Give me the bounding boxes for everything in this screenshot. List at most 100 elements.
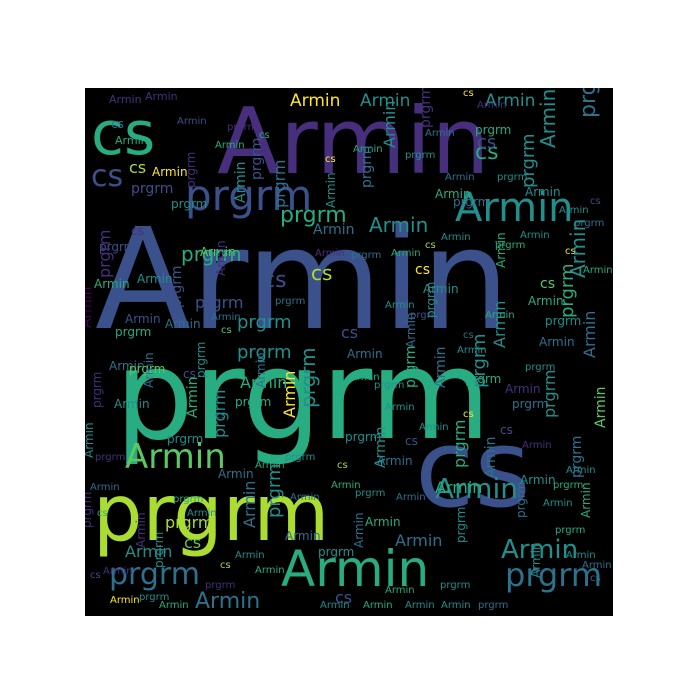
- word-cloud-word: cs: [184, 533, 201, 552]
- word-cloud-word: Armin: [520, 230, 550, 241]
- word-cloud-word: Armin: [435, 472, 518, 505]
- word-cloud-word: prgrm: [227, 122, 257, 133]
- word-cloud-word: Armin: [380, 101, 399, 148]
- word-cloud-word: Armin: [315, 248, 345, 259]
- word-cloud-word: Armin: [385, 585, 415, 596]
- word-cloud-word: Armin: [142, 352, 156, 388]
- word-cloud-word: prgrm: [540, 370, 559, 419]
- word-cloud-word: prgrm: [270, 160, 289, 209]
- word-cloud-word: Armin: [566, 465, 596, 476]
- word-cloud-word: Armin: [405, 600, 435, 611]
- word-cloud-word: Armin: [290, 492, 320, 503]
- word-cloud-word: prgrm: [495, 240, 525, 251]
- word-cloud-word: prgrm: [99, 240, 135, 254]
- word-cloud-word: Armin: [525, 185, 561, 199]
- word-cloud-word: cs: [131, 224, 144, 238]
- word-cloud-word: Armin: [215, 140, 245, 151]
- word-cloud-word: Armin: [457, 345, 487, 356]
- word-cloud-word: Armin: [566, 219, 590, 278]
- word-cloud-word: Armin: [185, 377, 201, 419]
- word-cloud-word: prgrm: [184, 152, 198, 188]
- word-cloud-word: Armin: [254, 352, 268, 388]
- word-cloud-word: prgrm: [405, 150, 435, 161]
- word-cloud-word: cs: [111, 117, 124, 131]
- word-cloud-word: cs: [415, 262, 430, 278]
- word-cloud-word: Armin: [520, 473, 556, 487]
- word-cloud-word: Armin: [109, 93, 142, 106]
- word-cloud-word: cs: [259, 130, 270, 141]
- word-cloud-word: Armin: [103, 566, 133, 577]
- word-cloud-word: prgrm: [165, 513, 214, 532]
- word-cloud-word: prgrm: [576, 88, 601, 118]
- word-cloud-word: Armin: [165, 317, 201, 331]
- word-cloud-word: cs: [405, 434, 418, 448]
- word-cloud-word: cs: [221, 325, 232, 336]
- word-cloud-word: prgrm: [525, 362, 555, 373]
- word-cloud-word: prgrm: [318, 545, 354, 559]
- word-cloud-word: Armin: [435, 478, 482, 497]
- word-cloud-word: Armin: [369, 213, 428, 237]
- word-cloud-word: prgrm: [169, 266, 185, 308]
- word-cloud-word: Armin: [455, 185, 574, 231]
- word-cloud-word: Armin: [539, 335, 575, 349]
- word-cloud-word: Armin: [255, 565, 285, 576]
- word-cloud-word: prgrm: [553, 480, 583, 491]
- word-cloud-word: Armin: [94, 277, 130, 291]
- word-cloud-word: cs: [91, 159, 123, 194]
- word-cloud-word: prgrm: [249, 138, 265, 180]
- word-cloud-word: prgrm: [205, 580, 235, 591]
- word-cloud-word: Armin: [159, 600, 189, 611]
- word-cloud-word: prgrm: [264, 463, 285, 518]
- word-cloud-word: Armin: [280, 371, 299, 418]
- word-cloud-word: prgrm: [418, 88, 434, 128]
- word-cloud-word: cs: [97, 508, 108, 519]
- word-cloud-word: Armin: [187, 508, 217, 519]
- word-cloud-word: Armin: [483, 437, 499, 479]
- word-cloud-word: Armin: [360, 91, 410, 111]
- word-cloud-panel: Armin prgrm Armin cs prgrm cs Armin Armin prgrm A…: [85, 88, 613, 616]
- word-cloud-word: Armin: [536, 89, 560, 148]
- word-cloud-word: Armin: [240, 481, 259, 528]
- word-cloud-word: prgrm: [109, 557, 200, 592]
- word-cloud-word: Armin: [445, 172, 475, 183]
- word-cloud-word: prgrm: [475, 123, 511, 137]
- word-cloud-word: Armin: [255, 460, 285, 471]
- word-cloud-word: Armin: [350, 372, 380, 383]
- word-cloud-word: cs: [325, 154, 336, 165]
- word-cloud-word: prgrm: [403, 346, 419, 388]
- word-cloud-word: Armin: [529, 542, 543, 578]
- word-cloud-word: Armin: [559, 205, 589, 216]
- word-cloud-word: prgrm: [359, 146, 375, 188]
- word-cloud-word: cs: [475, 140, 499, 165]
- word-cloud-word: prgrm: [345, 430, 381, 444]
- word-cloud-word: cs: [590, 573, 601, 584]
- word-cloud-word: Armin: [441, 600, 471, 611]
- word-cloud-word: Armin: [365, 515, 401, 529]
- word-cloud-word: Armin: [214, 240, 228, 276]
- word-cloud-word: prgrm: [424, 282, 438, 318]
- word-cloud-word: prgrm: [237, 342, 292, 363]
- word-cloud-word: Armin: [593, 387, 609, 429]
- word-cloud-word: cs: [91, 99, 155, 169]
- word-cloud-word: Armin: [240, 373, 287, 392]
- word-cloud-word: Armin: [433, 347, 449, 389]
- word-cloud-word: prgrm: [450, 420, 469, 469]
- word-cloud-word: prgrm: [285, 452, 315, 463]
- word-cloud-word: cs: [215, 410, 226, 421]
- word-cloud-word: Armin: [125, 542, 172, 561]
- word-cloud-word: prgrm: [351, 250, 381, 261]
- word-cloud-word: prgrm: [195, 293, 244, 312]
- word-cloud-word: Armin: [115, 134, 148, 147]
- word-cloud-word: Armin: [566, 550, 596, 561]
- word-cloud-word: Armin: [320, 600, 350, 611]
- word-cloud-word: Armin: [125, 312, 161, 326]
- word-cloud-word: cs: [463, 88, 474, 99]
- word-cloud-word: prgrm: [505, 556, 602, 594]
- word-cloud-word: Armin: [505, 382, 541, 396]
- word-cloud-word: cs: [540, 276, 555, 292]
- word-cloud-word: prgrm: [512, 397, 548, 411]
- word-cloud-word: cs: [463, 330, 474, 341]
- word-cloud-word: Armin: [211, 312, 241, 323]
- word-cloud-word: Armin: [490, 301, 509, 348]
- word-cloud-word: prgrm: [545, 314, 581, 328]
